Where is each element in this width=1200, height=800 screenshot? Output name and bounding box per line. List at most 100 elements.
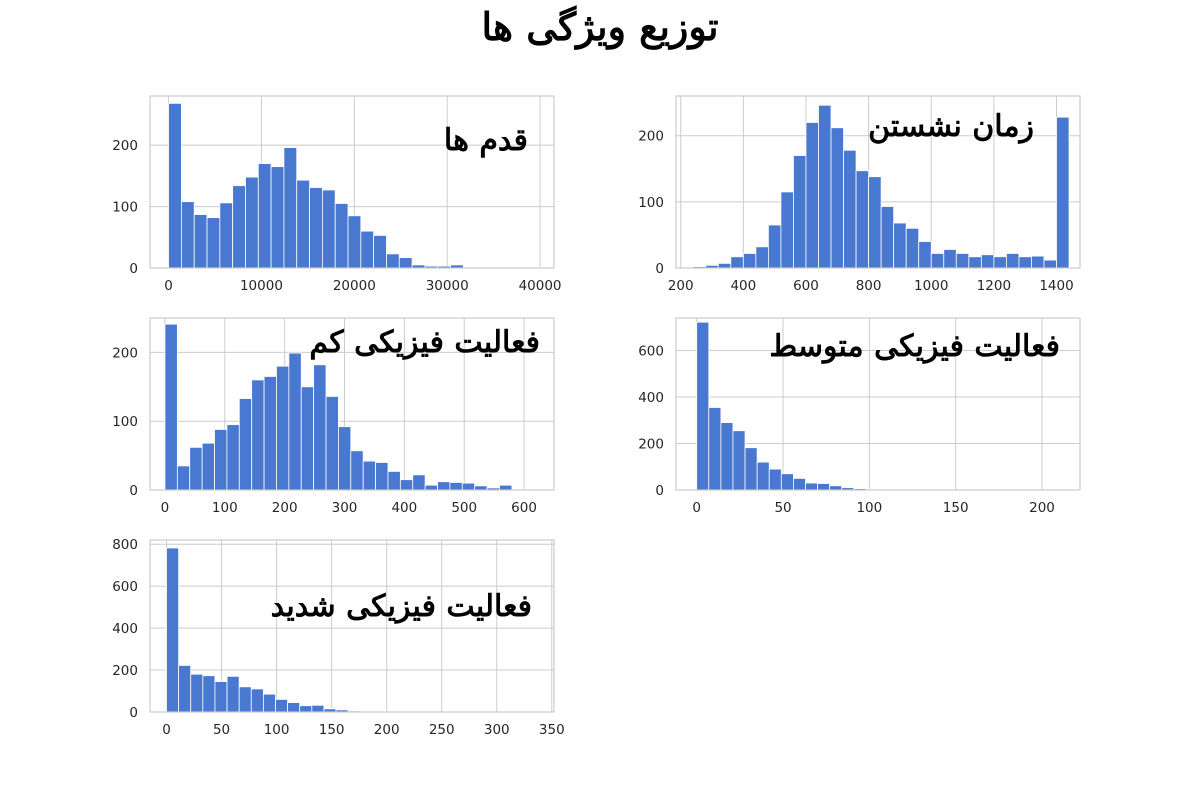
histogram-bar <box>768 468 782 491</box>
histogram-bar <box>193 214 208 269</box>
histogram-bar <box>164 323 178 491</box>
histogram-bar <box>275 699 289 713</box>
histogram-bar <box>168 102 182 269</box>
histogram-bar <box>206 217 221 269</box>
histogram-bar <box>311 704 325 713</box>
histogram-bar <box>1056 116 1070 269</box>
histogram-bar <box>300 386 315 491</box>
x-tick-label: 250 <box>429 722 455 738</box>
histogram-bar <box>793 477 806 491</box>
histogram-bar <box>955 253 970 269</box>
histogram-bar <box>270 166 285 269</box>
histogram-bar <box>262 693 276 713</box>
histogram-bar <box>238 398 253 491</box>
plot-frame <box>675 95 1081 269</box>
x-tick-label: 200 <box>668 278 694 294</box>
x-tick-label: 0 <box>162 722 171 738</box>
histogram-bar <box>437 481 451 491</box>
panel-title: قدم ها <box>444 123 528 158</box>
histogram-bar <box>708 407 722 491</box>
x-tick-label: 200 <box>374 722 400 738</box>
histogram-bar <box>720 422 734 491</box>
histogram-bar <box>288 352 302 491</box>
x-tick-label: 600 <box>511 500 537 516</box>
y-tick-label: 200 <box>112 663 138 679</box>
histogram-bar <box>767 224 782 269</box>
panel-title: زمان نشستن <box>868 109 1034 144</box>
histogram-bar <box>818 104 832 269</box>
histogram-bar <box>499 484 513 491</box>
histogram-bar <box>980 254 995 269</box>
histogram-bar <box>226 675 240 713</box>
histogram-bar <box>474 485 488 491</box>
histogram-bar <box>309 187 323 269</box>
histogram-bar <box>461 482 476 491</box>
histogram-bar <box>360 230 375 269</box>
histogram-bar <box>1018 256 1032 269</box>
panel-title: فعالیت فیزیکی کم <box>309 325 540 360</box>
histogram-bar <box>263 376 277 491</box>
histogram-bar <box>325 396 339 491</box>
histogram-bar <box>829 485 843 491</box>
histogram-bar <box>1043 259 1057 269</box>
histogram-bar <box>730 256 744 269</box>
y-tick-label: 600 <box>112 579 138 595</box>
histogram-panel: 0 10000 20000 30000 40000 0 100 200 قدم ها <box>112 95 562 294</box>
x-tick-label: 600 <box>793 278 819 294</box>
x-tick-label: 30000 <box>426 278 469 294</box>
histogram-bar <box>214 681 228 713</box>
histogram-bar <box>880 206 895 269</box>
histogram-bar <box>176 465 191 491</box>
y-tick-label: 0 <box>655 261 664 277</box>
histogram-bar <box>287 702 301 713</box>
histogram-bar <box>755 246 769 269</box>
x-tick-label: 0 <box>692 500 701 516</box>
x-tick-label: 800 <box>856 278 882 294</box>
histogram-bar <box>189 446 203 491</box>
histogram-bar <box>166 547 180 713</box>
histogram-bar <box>334 203 349 269</box>
histogram-bar <box>362 460 376 491</box>
x-tick-label: 300 <box>484 722 510 738</box>
x-tick-label: 50 <box>213 722 230 738</box>
x-tick-label: 200 <box>272 500 298 516</box>
histogram-bar <box>251 379 265 491</box>
y-tick-label: 200 <box>112 138 138 154</box>
histogram-bar <box>398 257 413 269</box>
histogram-bar <box>250 688 264 713</box>
histogram-bar <box>868 176 882 269</box>
y-tick-label: 800 <box>112 537 138 553</box>
histogram-bar <box>943 249 957 269</box>
histogram-bar <box>843 149 857 269</box>
histogram-bar <box>245 176 259 269</box>
histogram-bar <box>717 262 732 269</box>
histogram-bar <box>1006 253 1020 269</box>
y-tick-label: 0 <box>129 483 138 499</box>
histogram-bar <box>893 222 907 269</box>
plot-frame <box>149 95 555 269</box>
histogram-panel: 0 100 200 300 400 500 600 0 100 200 فعالیت فیزیکی … <box>112 317 555 516</box>
histogram-bar <box>350 450 364 491</box>
histogram-bar <box>805 122 819 269</box>
histogram-bar <box>805 482 818 491</box>
histogram-bar <box>387 471 401 491</box>
histogram-bar <box>178 665 192 713</box>
histogram-bar <box>375 462 389 491</box>
x-tick-label: 100 <box>264 722 290 738</box>
panel-title: فعالیت فیزیکی شدید <box>271 589 532 624</box>
x-tick-label: 0 <box>164 278 173 294</box>
histogram-bar <box>232 185 246 269</box>
y-tick-label: 200 <box>638 437 664 453</box>
histogram-bar <box>257 163 272 269</box>
histogram-bar <box>226 424 240 491</box>
histogram-bar <box>276 365 290 491</box>
x-tick-label: 350 <box>539 722 565 738</box>
histogram-bar <box>930 253 945 269</box>
y-tick-label: 0 <box>129 705 138 721</box>
histogram-bar <box>386 253 400 269</box>
histogram-bar <box>830 127 844 269</box>
panel-title: فعالیت فیزیکی متوسط <box>769 329 1060 364</box>
y-tick-label: 0 <box>655 483 664 499</box>
x-tick-label: 400 <box>730 278 756 294</box>
